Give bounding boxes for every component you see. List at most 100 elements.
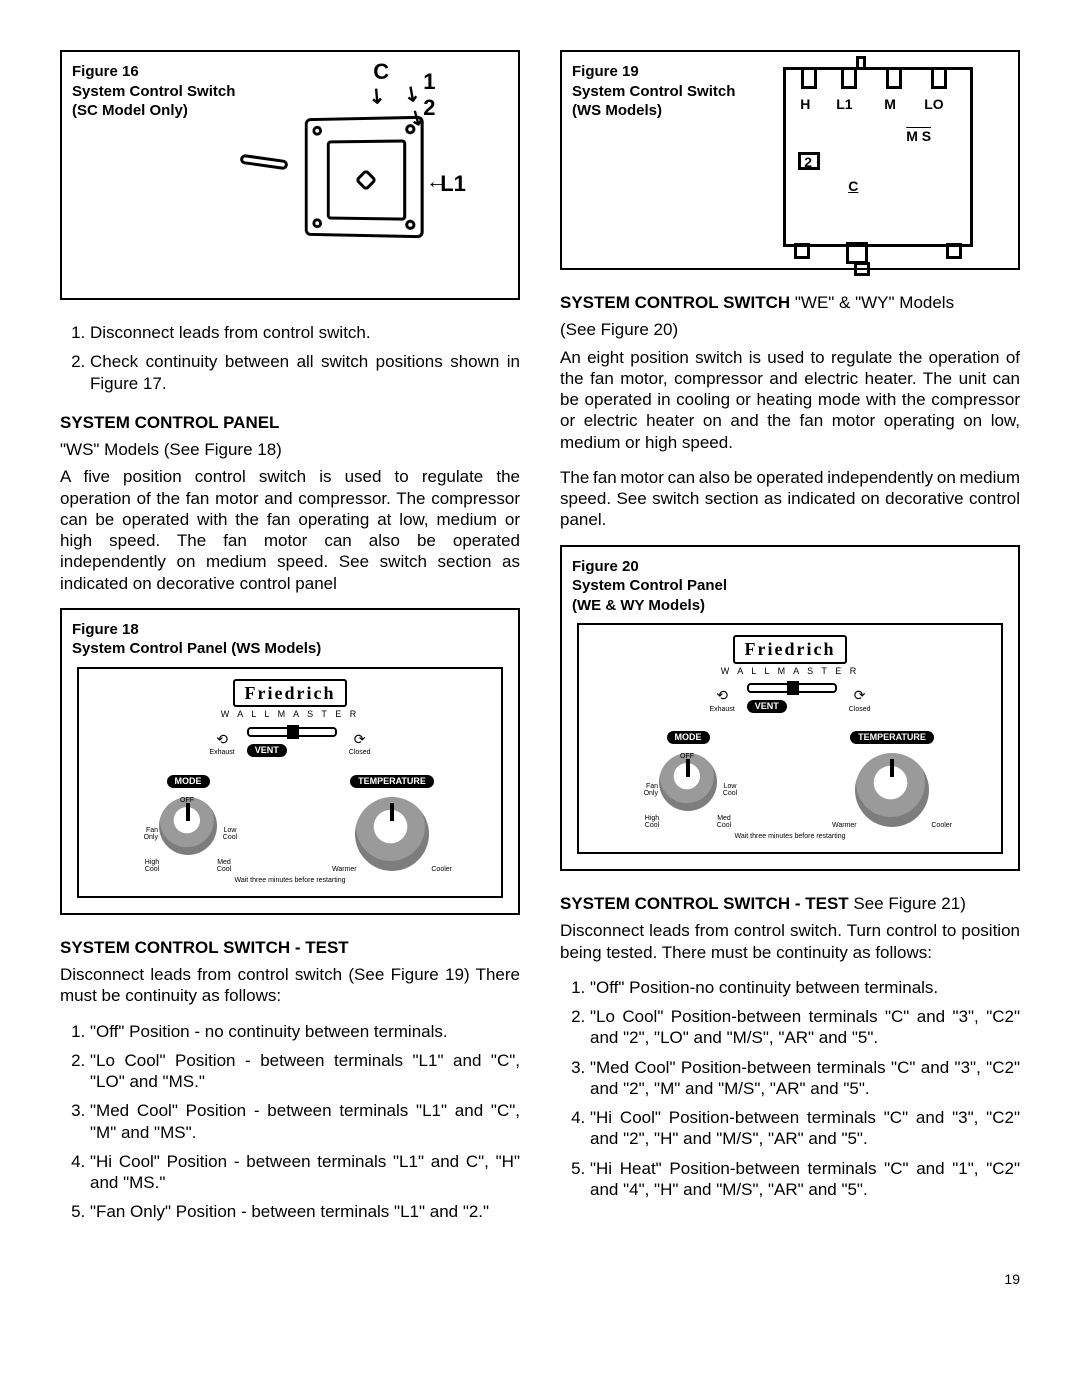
fig16-caption-2: System Control Switch <box>72 82 268 102</box>
term-label: M S <box>906 128 931 146</box>
switch-illustration-19: H L1 M LO M S 2 C <box>768 62 1008 252</box>
list-item: Disconnect leads from control switch. <box>90 322 520 343</box>
dial-tick: Med Cool <box>212 859 236 873</box>
fig16-caption-1: Figure 16 <box>72 62 268 82</box>
exhaust-icon: ⟲ <box>216 731 228 747</box>
control-panel-ws: Friedrich W A L L M A S T E R ⟲ Exhaust V… <box>77 667 503 898</box>
closed-icon: ⟳ <box>354 731 366 747</box>
page-columns: Figure 16 System Control Switch (SC Mode… <box>60 50 1020 1241</box>
brand-logo: Friedrich <box>733 635 848 664</box>
list-item: "Off" Position-no continuity between ter… <box>590 977 1020 998</box>
vent-label: VENT <box>247 744 287 757</box>
section-body: An eight position switch is used to regu… <box>560 347 1020 453</box>
list-item: "Hi Cool" Position-between terminals "C"… <box>590 1107 1020 1150</box>
fig20-caption-3: (WE & WY Models) <box>572 596 1008 616</box>
fig16-label-c: C <box>373 58 389 86</box>
panel-note: Wait three minutes before restarting <box>591 833 989 842</box>
dial-tick: High Cool <box>640 815 664 829</box>
dial-tick: Warmer <box>332 866 357 873</box>
section-sub: (See Figure 20) <box>560 319 1020 340</box>
figure-18-box: Figure 18 System Control Panel (WS Model… <box>60 608 520 915</box>
arrow-icon: ↘ <box>362 82 391 112</box>
section-body: A five position control switch is used t… <box>60 466 520 594</box>
temp-label: TEMPERATURE <box>350 775 434 788</box>
mode-label: MODE <box>167 775 210 788</box>
dial-tick: Fan Only <box>634 783 658 797</box>
list-item: "Med Cool" Position-between terminals "C… <box>590 1057 1020 1100</box>
page-number: 19 <box>60 1271 1020 1289</box>
closed-label: Closed <box>849 706 871 713</box>
term-label: L1 <box>836 96 852 114</box>
brand-logo: Friedrich <box>233 679 348 708</box>
dial-tick: Cooler <box>931 822 952 829</box>
section-head: SYSTEM CONTROL SWITCH <box>560 293 790 312</box>
section-sub-inline: "WE" & "WY" Models <box>790 293 954 312</box>
left-list-2: "Off" Position - no continuity between t… <box>60 1021 520 1223</box>
dial-tick: Med Cool <box>712 815 736 829</box>
section-body: Disconnect leads from control switch (Se… <box>60 964 520 1007</box>
vent-slider <box>247 727 337 737</box>
dial-tick: Low Cool <box>218 827 242 841</box>
arrow-icon: ← <box>426 170 446 195</box>
right-column: Figure 19 System Control Switch (WS Mode… <box>560 50 1020 1241</box>
list-item: "Med Cool" Position - between terminals … <box>90 1100 520 1143</box>
arrow-icon: ↘ <box>398 79 426 109</box>
figure-16-box: Figure 16 System Control Switch (SC Mode… <box>60 50 520 300</box>
fig16-caption-3: (SC Model Only) <box>72 101 268 121</box>
fig20-caption-1: Figure 20 <box>572 557 1008 577</box>
section-body: Disconnect leads from control switch. Tu… <box>560 920 1020 963</box>
exhaust-label: Exhaust <box>709 706 734 713</box>
mode-dial <box>659 753 717 811</box>
list-item: "Hi Cool" Position - between terminals "… <box>90 1151 520 1194</box>
temp-dial <box>355 797 429 871</box>
section-sub-inline: See Figure 21) <box>849 894 966 913</box>
fig18-caption-2: System Control Panel (WS Models) <box>72 639 508 659</box>
section-head: SYSTEM CONTROL SWITCH - TEST <box>560 894 849 913</box>
closed-icon: ⟳ <box>854 687 866 703</box>
fig19-caption-2: System Control Switch <box>572 82 768 102</box>
dial-tick: OFF <box>180 797 194 804</box>
fig20-caption-2: System Control Panel <box>572 576 1008 596</box>
exhaust-icon: ⟲ <box>716 687 728 703</box>
closed-label: Closed <box>349 749 371 756</box>
term-label: C <box>848 178 858 196</box>
dial-tick: Fan Only <box>134 827 158 841</box>
list-item: "Lo Cool" Position-between terminals "C"… <box>590 1006 1020 1049</box>
fig18-caption-1: Figure 18 <box>72 620 508 640</box>
brand-subtitle: W A L L M A S T E R <box>91 709 489 720</box>
dial-tick: Cooler <box>431 866 452 873</box>
mode-dial <box>159 797 217 855</box>
fig19-caption-3: (WS Models) <box>572 101 768 121</box>
left-column: Figure 16 System Control Switch (SC Mode… <box>60 50 520 1241</box>
section-body: The fan motor can also be operated indep… <box>560 467 1020 531</box>
dial-tick: Low Cool <box>718 783 742 797</box>
left-list-1: Disconnect leads from control switch. Ch… <box>60 322 520 394</box>
exhaust-label: Exhaust <box>209 749 234 756</box>
mode-label: MODE <box>667 731 710 744</box>
dial-tick: OFF <box>680 753 694 760</box>
list-item: "Lo Cool" Position - between terminals "… <box>90 1050 520 1093</box>
figure-20-box: Figure 20 System Control Panel (WE & WY … <box>560 545 1020 872</box>
fig19-caption-1: Figure 19 <box>572 62 768 82</box>
fig16-label-1: 1 <box>423 68 435 96</box>
brand-subtitle: W A L L M A S T E R <box>591 666 989 677</box>
list-item: "Fan Only" Position - between terminals … <box>90 1201 520 1222</box>
term-label: H <box>800 96 810 114</box>
panel-note: Wait three minutes before restarting <box>91 877 489 886</box>
vent-slider <box>747 683 837 693</box>
dial-tick: High Cool <box>140 859 164 873</box>
list-item: Check continuity between all switch posi… <box>90 351 520 394</box>
list-item: "Off" Position - no continuity between t… <box>90 1021 520 1042</box>
control-panel-we-wy: Friedrich W A L L M A S T E R ⟲ Exhaust V… <box>577 623 1003 854</box>
switch-illustration-16: C 1 2 L1 ↘ ↘ ↘ ← <box>268 62 508 272</box>
vent-label: VENT <box>747 700 787 713</box>
figure-19-box: Figure 19 System Control Switch (WS Mode… <box>560 50 1020 270</box>
term-label: LO <box>924 96 943 114</box>
temp-dial <box>855 753 929 827</box>
section-head: SYSTEM CONTROL PANEL <box>60 413 279 432</box>
temp-label: TEMPERATURE <box>850 731 934 744</box>
term-label: 2 <box>804 154 812 172</box>
section-head: SYSTEM CONTROL SWITCH - TEST <box>60 938 349 957</box>
list-item: "Hi Heat" Position-between terminals "C"… <box>590 1158 1020 1201</box>
section-sub: "WS" Models (See Figure 18) <box>60 439 520 460</box>
